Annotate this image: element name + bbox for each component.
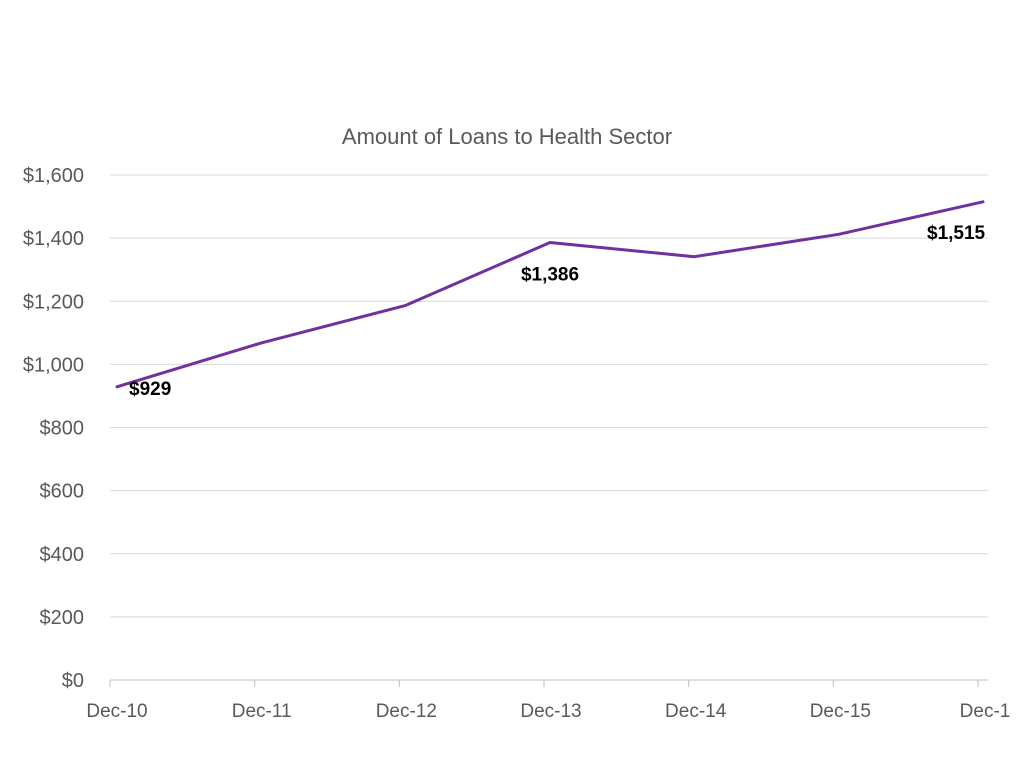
x-tick-label: Dec-10	[86, 701, 147, 722]
data-label: $1,386	[521, 265, 579, 286]
series-line-group	[115, 200, 985, 389]
y-axis-ticks: $0 $200 $400 $600 $800 $1,000 $1,200 $1,400 $1,6…	[23, 165, 84, 692]
series-line	[115, 200, 985, 389]
y-tick-label: $200	[40, 607, 85, 629]
x-tick-label: Dec-14	[665, 701, 727, 722]
y-tick-label: $1,200	[23, 291, 84, 313]
data-labels: $929 $1,386 $1,515	[129, 223, 986, 400]
y-tick-label: $1,000	[23, 354, 84, 376]
x-axis: Dec-10 Dec-11 Dec-12 Dec-13 Dec-14 Dec-15 Dec-…	[86, 679, 1011, 722]
y-tick-label: $400	[40, 544, 85, 566]
x-tick-label: Dec-13	[520, 701, 581, 722]
data-label: $929	[129, 379, 171, 400]
x-tick-label: Dec-15	[810, 701, 871, 722]
chart-title: Amount of Loans to Health Sector	[342, 124, 672, 149]
x-tick-label: Dec-1	[960, 701, 1011, 722]
data-label: $1,515	[927, 223, 986, 244]
x-tick-label: Dec-11	[232, 701, 292, 722]
y-tick-label: $600	[40, 481, 85, 503]
y-tick-label: $1,400	[23, 228, 84, 250]
x-tick-label: Dec-12	[376, 701, 437, 722]
y-tick-label: $800	[40, 418, 85, 440]
y-tick-label: $0	[62, 670, 84, 692]
gridlines	[110, 174, 988, 618]
y-tick-label: $1,600	[23, 165, 84, 187]
